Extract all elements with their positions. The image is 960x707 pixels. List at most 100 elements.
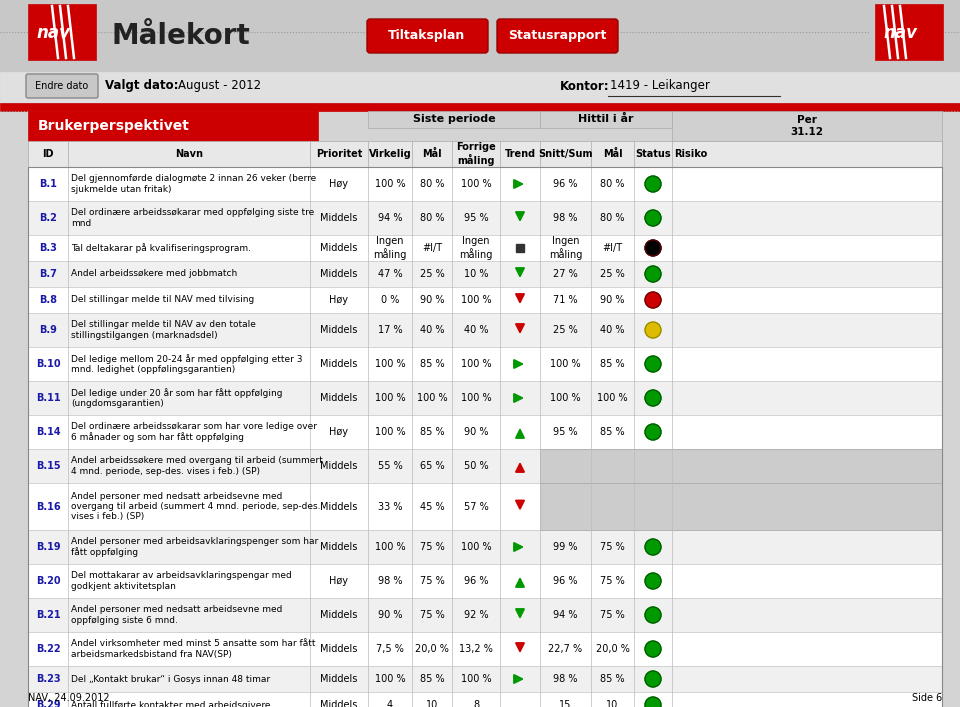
Text: 33 %: 33 % (377, 501, 402, 511)
Text: 100 %: 100 % (461, 393, 492, 403)
Text: 75 %: 75 % (600, 610, 625, 620)
Bar (540, 449, 942, 483)
Bar (28, 287, 942, 313)
Bar (28, 483, 942, 530)
Text: Virkelig: Virkelig (369, 149, 412, 159)
Text: Middels: Middels (321, 213, 358, 223)
Bar (28, 449, 942, 483)
Text: 85 %: 85 % (600, 674, 625, 684)
Circle shape (645, 266, 661, 282)
Text: 8: 8 (473, 700, 479, 707)
Text: Statusrapport: Statusrapport (508, 30, 606, 42)
Bar (28, 692, 942, 707)
Text: nav: nav (36, 24, 70, 42)
Text: B.29: B.29 (36, 700, 60, 707)
Text: 27 %: 27 % (553, 269, 578, 279)
Text: B.21: B.21 (36, 610, 60, 620)
Text: 100 %: 100 % (461, 295, 492, 305)
Text: 92 %: 92 % (464, 610, 489, 620)
Text: Middels: Middels (321, 243, 358, 253)
Bar (28, 167, 942, 201)
Text: Middels: Middels (321, 461, 358, 471)
Text: Prioritet: Prioritet (316, 149, 362, 159)
Text: B.10: B.10 (36, 359, 60, 369)
Bar (28, 261, 942, 287)
Text: 40 %: 40 % (600, 325, 625, 335)
Text: B.2: B.2 (39, 213, 57, 223)
Text: Høy: Høy (329, 295, 348, 305)
Text: B.7: B.7 (39, 269, 57, 279)
Text: 20,0 %: 20,0 % (415, 644, 449, 654)
Text: 25 %: 25 % (420, 269, 444, 279)
Text: Del stillingar melde til NAV med tilvising: Del stillingar melde til NAV med tilvisi… (71, 296, 254, 305)
Bar (28, 415, 942, 449)
Bar (540, 111, 672, 128)
Text: 15: 15 (560, 700, 572, 707)
Circle shape (645, 210, 661, 226)
Text: 75 %: 75 % (420, 610, 444, 620)
Text: 40 %: 40 % (464, 325, 489, 335)
Bar (28, 530, 942, 564)
Text: B.11: B.11 (36, 393, 60, 403)
Bar (368, 111, 540, 128)
Text: Middels: Middels (321, 610, 358, 620)
Text: August - 2012: August - 2012 (178, 79, 261, 93)
Text: 80 %: 80 % (420, 213, 444, 223)
Text: 98 %: 98 % (553, 213, 578, 223)
Text: 17 %: 17 % (377, 325, 402, 335)
Text: 65 %: 65 % (420, 461, 444, 471)
Text: 45 %: 45 % (420, 501, 444, 511)
Text: nav: nav (883, 24, 917, 42)
Text: 85 %: 85 % (420, 359, 444, 369)
Bar (540, 483, 942, 530)
Text: Middels: Middels (321, 700, 358, 707)
Text: #I/T: #I/T (603, 243, 623, 253)
Text: 90 %: 90 % (420, 295, 444, 305)
Text: Middels: Middels (321, 269, 358, 279)
Text: 100 %: 100 % (374, 427, 405, 437)
Text: Tiltaksplan: Tiltaksplan (389, 30, 466, 42)
Text: 80 %: 80 % (600, 179, 625, 189)
Text: Del ordinære arbeidssøkarar med oppfølging siste tre
mnd: Del ordinære arbeidssøkarar med oppfølgi… (71, 209, 314, 228)
Text: 13,2 %: 13,2 % (459, 644, 492, 654)
Text: Middels: Middels (321, 393, 358, 403)
Circle shape (645, 641, 661, 657)
Text: Middels: Middels (321, 359, 358, 369)
Text: 98 %: 98 % (553, 674, 578, 684)
Text: Status: Status (636, 149, 671, 159)
Text: NAV, 24.09.2012: NAV, 24.09.2012 (28, 693, 109, 703)
Text: B.23: B.23 (36, 674, 60, 684)
Bar (0, 72, 960, 102)
Text: 90 %: 90 % (600, 295, 625, 305)
Circle shape (645, 573, 661, 589)
Text: 100 %: 100 % (550, 393, 581, 403)
Text: 57 %: 57 % (464, 501, 489, 511)
Text: Endre dato: Endre dato (36, 81, 88, 91)
Text: 90 %: 90 % (377, 610, 402, 620)
Text: Del stillingar melde til NAV av den totale
stillingstilgangen (marknadsdel): Del stillingar melde til NAV av den tota… (71, 320, 256, 339)
Bar (28, 564, 942, 598)
Text: 75 %: 75 % (420, 542, 444, 552)
Text: 95 %: 95 % (553, 427, 578, 437)
Bar (875, 4, 943, 60)
Text: 25 %: 25 % (600, 269, 625, 279)
Text: 1419 - Leikanger: 1419 - Leikanger (610, 79, 709, 93)
Text: Side 6: Side 6 (912, 693, 942, 703)
Text: B.20: B.20 (36, 576, 60, 586)
Circle shape (645, 176, 661, 192)
Circle shape (645, 671, 661, 687)
Text: B.9: B.9 (39, 325, 57, 335)
Text: 10 %: 10 % (464, 269, 489, 279)
Text: Middels: Middels (321, 542, 358, 552)
Text: 80 %: 80 % (600, 213, 625, 223)
Circle shape (645, 424, 661, 440)
Text: Snitt/Sum: Snitt/Sum (539, 149, 592, 159)
Text: 100 %: 100 % (461, 179, 492, 189)
Text: Andel arbeidssøkere med overgang til arbeid (summert
4 mnd. periode, sep-des. vi: Andel arbeidssøkere med overgang til arb… (71, 456, 323, 476)
Text: 7,5 %: 7,5 % (376, 644, 404, 654)
Text: 22,7 %: 22,7 % (548, 644, 583, 654)
Bar (28, 141, 942, 167)
Text: B.15: B.15 (36, 461, 60, 471)
Text: 100 %: 100 % (374, 179, 405, 189)
Text: 75 %: 75 % (600, 542, 625, 552)
